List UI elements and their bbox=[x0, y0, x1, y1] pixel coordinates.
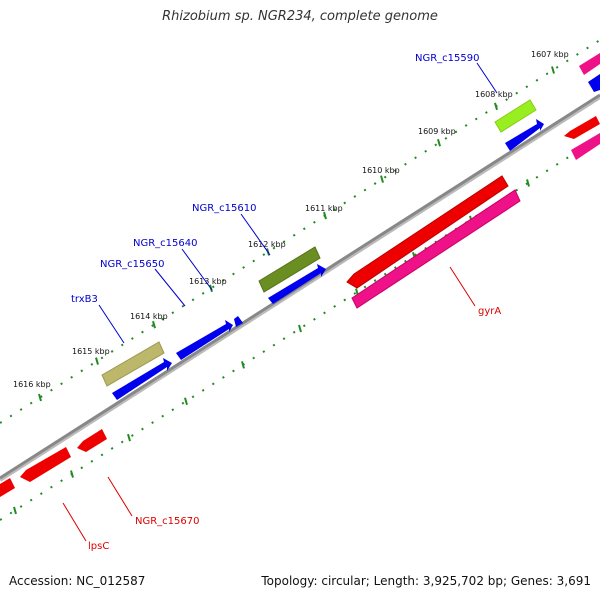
tick-label: 1607 kbp bbox=[531, 50, 569, 59]
gene-feature-khaki[interactable] bbox=[101, 341, 165, 387]
cds-reverse[interactable] bbox=[20, 447, 71, 482]
gene-feature-pink-top-right[interactable] bbox=[579, 53, 600, 75]
tick-mark bbox=[241, 361, 245, 369]
cds-reverse[interactable] bbox=[346, 175, 509, 289]
cds-reverse-left-edge[interactable] bbox=[0, 478, 15, 497]
gene-feature-pink-right[interactable] bbox=[571, 133, 600, 160]
gene-label-ngr-c15640[interactable]: NGR_c15640 bbox=[133, 238, 198, 249]
gene-feature-pink[interactable] bbox=[351, 189, 521, 309]
inner-major-ticks bbox=[13, 142, 587, 515]
leader-line bbox=[107, 476, 133, 517]
gene-feature-lime[interactable] bbox=[494, 99, 537, 133]
tick-mark bbox=[152, 320, 156, 329]
gene-label-lpsc[interactable]: lpsC bbox=[88, 541, 109, 552]
tick-mark bbox=[526, 179, 530, 187]
tick-mark bbox=[38, 393, 42, 402]
cds-reverse[interactable] bbox=[77, 429, 107, 452]
leader-line bbox=[98, 304, 125, 344]
tick-label: 1613 kbp bbox=[189, 277, 227, 286]
gene-feature-olive[interactable] bbox=[258, 246, 321, 293]
leader-line bbox=[449, 266, 476, 307]
genome-summary-text: Topology: circular; Length: 3,925,702 bp… bbox=[261, 574, 591, 588]
accession-text: Accession: NC_012587 bbox=[9, 574, 146, 588]
gene-label-ngr-c15610[interactable]: NGR_c15610 bbox=[192, 203, 257, 214]
tick-label: 1615 kbp bbox=[72, 347, 110, 356]
cds-forward[interactable] bbox=[176, 320, 233, 360]
tick-mark bbox=[95, 357, 99, 365]
gene-label-ngr-c15670[interactable]: NGR_c15670 bbox=[135, 516, 200, 527]
tick-label: 1611 kbp bbox=[305, 204, 343, 213]
cds-forward[interactable] bbox=[268, 264, 326, 304]
gene-label-ngr-c15650[interactable]: NGR_c15650 bbox=[100, 259, 165, 270]
leader-line bbox=[240, 213, 271, 256]
leader-line bbox=[476, 62, 498, 94]
tick-label: 1609 kbp bbox=[418, 127, 456, 136]
tick-mark bbox=[323, 211, 327, 220]
tick-mark bbox=[13, 506, 17, 515]
tick-mark bbox=[437, 138, 441, 147]
tick-label: 1614 kbp bbox=[130, 312, 168, 321]
leader-line bbox=[181, 248, 213, 291]
tick-label: 1616 kbp bbox=[13, 380, 51, 389]
tick-mark bbox=[494, 102, 498, 111]
tick-label: 1612 kbp bbox=[248, 240, 286, 249]
gene-label-trxb3[interactable]: trxB3 bbox=[71, 294, 98, 305]
tick-mark bbox=[70, 470, 74, 478]
tick-label: 1608 kbp bbox=[475, 90, 513, 99]
leader-line bbox=[62, 502, 87, 542]
map-title: Rhizobium sp. NGR234, complete genome bbox=[162, 9, 438, 24]
backbone-shadow bbox=[0, 95, 600, 482]
cds-forward[interactable] bbox=[505, 119, 544, 151]
cds-reverse[interactable] bbox=[564, 116, 600, 139]
gene-label-gyra[interactable]: gyrA bbox=[478, 306, 501, 317]
cds-forward-small[interactable] bbox=[234, 316, 243, 327]
cds-forward[interactable] bbox=[112, 358, 172, 400]
tick-label: 1610 kbp bbox=[362, 166, 400, 175]
tick-mark bbox=[380, 175, 384, 183]
tick-mark bbox=[298, 324, 302, 333]
gene-label-ngr-c15590[interactable]: NGR_c15590 bbox=[415, 53, 480, 64]
tick-mark bbox=[184, 397, 188, 406]
tick-mark bbox=[551, 66, 555, 74]
cds-forward-top-right[interactable] bbox=[588, 74, 600, 92]
leader-line bbox=[154, 268, 186, 307]
tick-mark bbox=[127, 433, 131, 442]
